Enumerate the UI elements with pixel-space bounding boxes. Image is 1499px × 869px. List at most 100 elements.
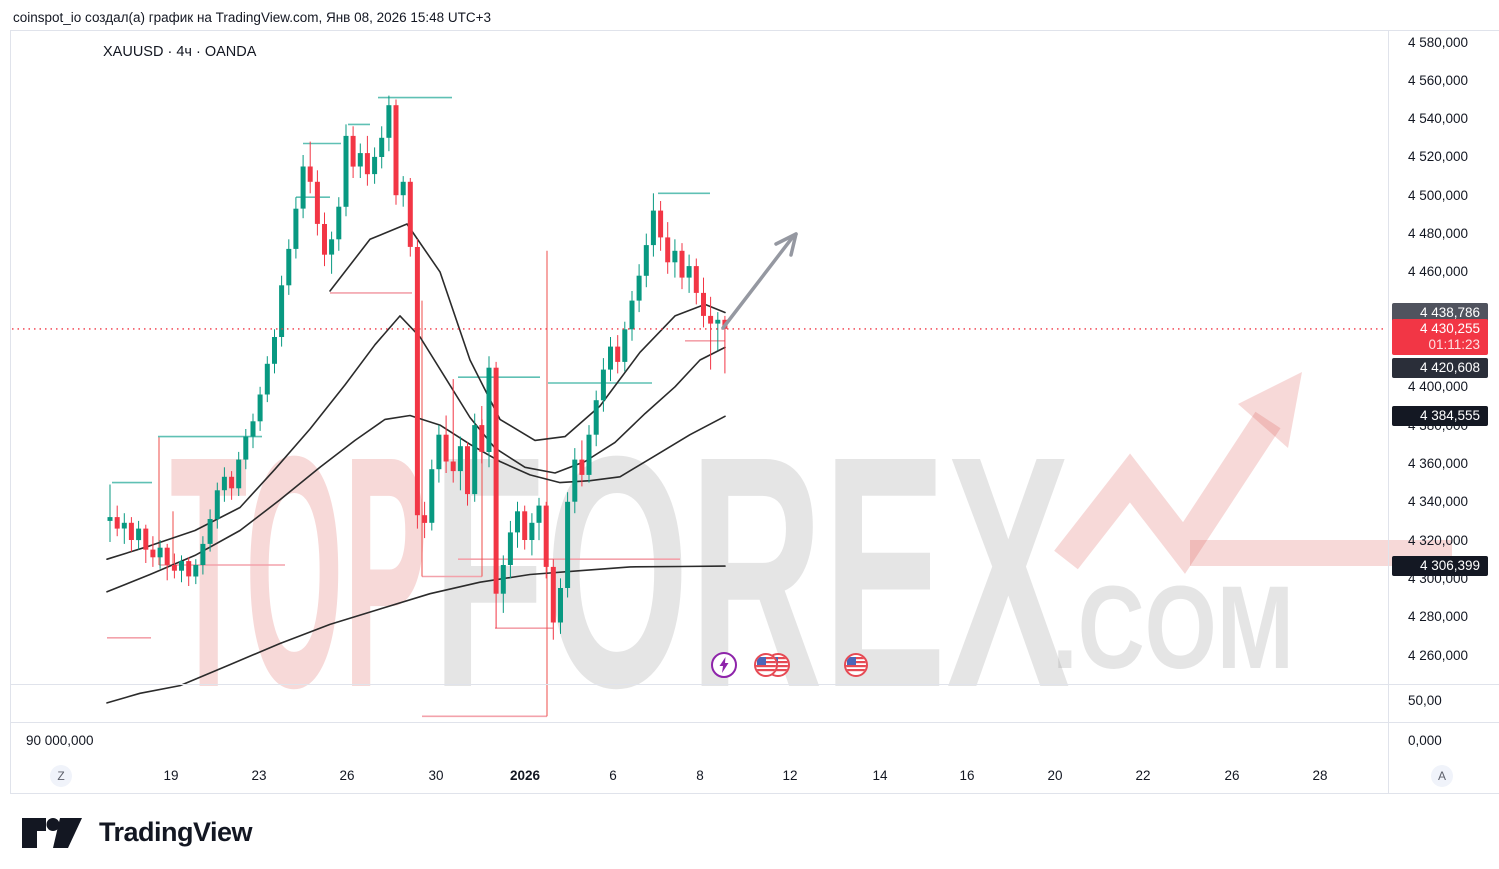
candle	[457, 436, 463, 491]
candle	[479, 406, 485, 464]
candle	[679, 243, 685, 290]
candle	[343, 124, 349, 217]
auto-scale-button[interactable]: A	[1431, 765, 1453, 787]
candle	[171, 553, 177, 579]
time-axis-label: 30	[428, 768, 444, 783]
time-axis-label: 28	[1312, 768, 1328, 783]
ma-slow-line	[106, 414, 726, 593]
candle	[322, 212, 327, 267]
candle	[515, 501, 520, 548]
pane-separator-2[interactable]	[10, 722, 1499, 723]
candle	[264, 356, 270, 403]
economic-event-lightning-icon[interactable]	[711, 652, 737, 678]
candle	[708, 296, 714, 370]
candle	[136, 520, 142, 550]
ma-fast-line	[329, 223, 726, 442]
candle	[407, 178, 413, 257]
candle	[715, 312, 721, 351]
candle	[493, 361, 499, 629]
candle	[543, 501, 549, 579]
tradingview-logo-text: TradingView	[99, 816, 253, 847]
candle	[650, 193, 656, 257]
candle	[329, 231, 335, 274]
candle	[157, 540, 163, 569]
candle	[579, 440, 585, 487]
time-axis-label: 26	[1224, 768, 1240, 783]
trend-arrow	[721, 232, 798, 330]
candle	[372, 147, 378, 184]
candle	[272, 329, 277, 374]
current-price-badge: 4 430,255 01:11:23	[1392, 318, 1488, 355]
price-tick-label: 4 480,000	[1408, 226, 1469, 242]
candle	[465, 442, 470, 506]
candle	[293, 197, 299, 259]
candle	[593, 390, 599, 447]
candle	[608, 337, 613, 382]
candle	[229, 471, 235, 500]
candle	[507, 520, 513, 579]
price-axis-separator[interactable]	[1388, 30, 1389, 793]
candle	[422, 501, 428, 539]
price-tick-label: 4 580,000	[1408, 34, 1469, 50]
indicator-price-badge: 4 306,399	[1392, 556, 1488, 577]
economic-event-flag-icon[interactable]	[844, 653, 868, 677]
candle	[622, 321, 628, 372]
time-axis-label: 6	[609, 768, 617, 783]
candle	[379, 126, 385, 169]
candle	[279, 275, 285, 347]
candle	[207, 509, 213, 552]
time-axis-label: 20	[1047, 768, 1063, 783]
candle	[572, 448, 578, 514]
candle	[357, 143, 363, 178]
tradingview-logo-icon	[22, 818, 82, 848]
candle	[393, 99, 399, 205]
ma-slowest-line	[106, 565, 726, 704]
candle	[300, 155, 306, 219]
chart-top-border	[10, 30, 1499, 31]
price-tick-label: 4 500,000	[1408, 187, 1469, 203]
chart-bottom-border	[10, 793, 1499, 794]
candle	[150, 536, 156, 567]
time-axis-label: 19	[163, 768, 179, 783]
candle	[307, 141, 313, 194]
attribution-text: coinspot_io создал(а) график на TradingV…	[13, 10, 492, 25]
candle	[221, 467, 227, 502]
candle	[686, 254, 692, 293]
price-tick-label: 4 460,000	[1408, 264, 1469, 280]
time-axis-label: 16	[959, 768, 975, 783]
price-tick-label: 4 340,000	[1408, 494, 1469, 510]
candle	[179, 555, 184, 583]
candle	[643, 233, 649, 288]
indicator-price-badge: 4 438,786	[1392, 302, 1488, 323]
tradingview-logo[interactable]: TradingView	[20, 814, 253, 850]
indicator-price-badge: 4 420,608	[1392, 358, 1488, 379]
economic-event-flag-pair-icon[interactable]	[754, 653, 790, 677]
candle	[550, 559, 556, 640]
candle	[629, 291, 635, 341]
candle	[486, 356, 492, 468]
candle	[400, 176, 406, 207]
candle	[164, 543, 170, 581]
candle	[615, 335, 621, 374]
volume-axis-label: 90 000,000	[26, 733, 94, 748]
candle	[214, 482, 220, 529]
time-axis-label: 12	[782, 768, 798, 783]
time-axis-label: 26	[339, 768, 355, 783]
subpane-tick-label: 50,00	[1408, 693, 1442, 708]
candle	[672, 239, 678, 278]
ma-mid-line	[106, 315, 726, 561]
candle	[522, 505, 528, 550]
subpane-tick-label: 0,000	[1408, 733, 1442, 748]
pane-separator-1[interactable]	[10, 684, 1499, 685]
timezone-button[interactable]: Z	[50, 765, 72, 787]
watermark-text-forex: FOREX	[432, 387, 1071, 756]
candle	[186, 557, 192, 586]
candle	[414, 239, 420, 529]
watermark-text-com: .COM	[1052, 562, 1294, 694]
symbol-title: XAUUSD · 4ч · OANDA	[103, 44, 257, 60]
candle	[429, 459, 435, 531]
candle	[336, 197, 342, 251]
candle	[693, 258, 699, 305]
